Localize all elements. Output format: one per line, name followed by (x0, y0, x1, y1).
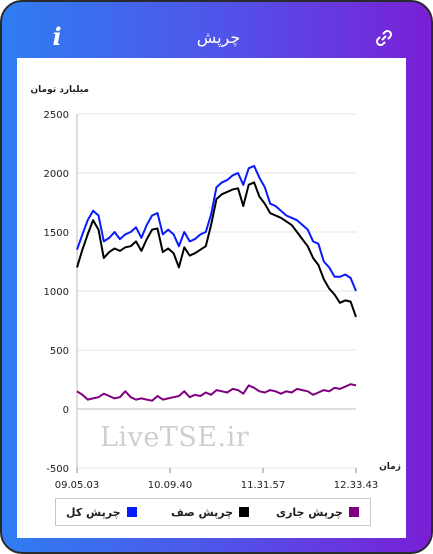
x-axis-label: زمان (379, 462, 401, 472)
x-tick-label: 12.33.43 (334, 480, 379, 491)
x-tick-label: 09.05.03 (55, 480, 100, 491)
info-icon[interactable]: i (52, 22, 62, 51)
series-line-1 (76, 181, 357, 318)
link-icon[interactable] (374, 28, 394, 48)
x-tick-label: 11.31.57 (241, 480, 286, 491)
legend-item-total[interactable]: چرپش کل (66, 505, 137, 521)
series-line-0 (76, 164, 357, 292)
legend-label-total: چرپش کل (66, 506, 121, 519)
series-lines (76, 164, 357, 402)
legend-item-queue[interactable]: چرپش صف (171, 505, 250, 521)
legend-item-current[interactable]: چرپش جاری (276, 505, 359, 521)
x-tick-label: 10.09.40 (148, 480, 193, 491)
y-tick-label: 0 (63, 405, 69, 416)
chart-panel: -500 0 500 1000 1500 2000 2500 09.05.03 10.09.40… (17, 58, 406, 538)
legend-label-current: چرپش جاری (276, 506, 343, 519)
y-axis-label: میلیارد تومان (30, 85, 89, 95)
line-chart: -500 0 500 1000 1500 2000 2500 09.05.03 10.09.40… (30, 85, 401, 491)
y-tick-label: 2500 (44, 110, 69, 121)
legend-swatch-queue (239, 507, 250, 517)
y-tick-label: 500 (50, 346, 69, 357)
y-tick-label: 1000 (44, 287, 69, 298)
series-line-2 (76, 383, 357, 402)
grid (76, 113, 357, 473)
tick-labels: -500 0 500 1000 1500 2000 2500 09.05.03 10.09.40… (44, 110, 379, 491)
header: i چرپش (2, 20, 433, 60)
y-tick-label: 2000 (44, 169, 69, 180)
chart-legend: چرپش جاری چرپش صف چرپش کل (55, 498, 371, 526)
y-tick-label: 1500 (44, 228, 69, 239)
legend-swatch-current (348, 507, 359, 517)
watermark: LiveTSE.ir (100, 422, 250, 453)
legend-swatch-total (126, 507, 137, 517)
page-title: چرپش (196, 28, 241, 47)
y-tick-label: -500 (46, 464, 69, 475)
legend-label-queue: چرپش صف (171, 506, 234, 519)
